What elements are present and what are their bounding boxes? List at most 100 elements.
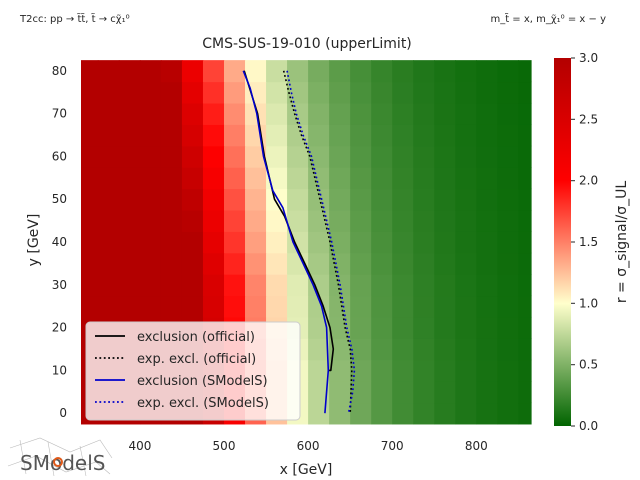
heatmap-cell [287, 60, 309, 83]
heatmap-cell [518, 381, 532, 404]
heatmap-cell [518, 274, 532, 297]
heatmap-cell [518, 81, 532, 104]
heatmap-cell [371, 231, 393, 254]
heatmap-cell [476, 295, 498, 318]
heatmap-cell [202, 81, 225, 104]
heatmap-cell [329, 231, 351, 254]
heatmap-cell [455, 167, 477, 190]
heatmap-cell [371, 81, 393, 104]
heatmap-cell [329, 316, 351, 339]
heatmap-cell [202, 231, 225, 254]
heatmap-cell [413, 252, 435, 275]
heatmap-cell [266, 252, 288, 275]
curve-exclusion-smodels [242, 70, 330, 414]
heatmap-cell [350, 231, 372, 254]
heatmap-cell [392, 252, 414, 275]
heatmap-cell [160, 209, 183, 232]
heatmap-cell [476, 252, 498, 275]
heatmap-cell [139, 124, 162, 147]
heatmap-cell [497, 209, 519, 232]
heatmap-cell [329, 381, 351, 404]
heatmap-cell [434, 338, 456, 361]
heatmap-cell [476, 167, 498, 190]
heatmap-cell [160, 60, 183, 83]
colorbar [554, 58, 571, 426]
heatmap-cell [497, 252, 519, 275]
heatmap-cell [497, 124, 519, 147]
heatmap-cell [266, 60, 288, 83]
heatmap-cell [329, 81, 351, 104]
heatmap-cell [202, 209, 225, 232]
heatmap-cell [350, 338, 372, 361]
heatmap-cell [202, 102, 225, 125]
heatmap-cell [139, 252, 162, 275]
heatmap-cell [434, 145, 456, 168]
heatmap-cell [202, 295, 225, 318]
heatmap-cell [497, 316, 519, 339]
heatmap-cell [118, 81, 141, 104]
heatmap-cell [413, 124, 435, 147]
heatmap-cell [371, 60, 393, 83]
heatmap-cell [350, 274, 372, 297]
heatmap-cell [476, 338, 498, 361]
top-left-note: T2cc: pp → t̃t̃, t̃ → cχ̃₁⁰ [19, 12, 130, 25]
heatmap-cell [81, 188, 99, 211]
heatmap-cell [455, 124, 477, 147]
heatmap-cell [266, 145, 288, 168]
heatmap-cell [371, 124, 393, 147]
heatmap-cell [181, 274, 204, 297]
curve-exp-excl-smodels [286, 70, 356, 414]
heatmap-cell [497, 102, 519, 125]
heatmap-cell [413, 402, 435, 425]
heatmap-cell [181, 145, 204, 168]
heatmap-cell [223, 145, 246, 168]
heatmap-cell [139, 209, 162, 232]
heatmap-cell [497, 359, 519, 382]
heatmap-cell [245, 274, 267, 297]
heatmap-cell [455, 145, 477, 168]
heatmap-cell [202, 252, 225, 275]
heatmap-cell [350, 188, 372, 211]
heatmap-cell [476, 402, 498, 425]
heatmap-cell [455, 274, 477, 297]
heatmap-cell [160, 188, 183, 211]
heatmap-cell [81, 102, 99, 125]
heatmap-cell [413, 209, 435, 232]
heatmap-cell [118, 274, 141, 297]
heatmap-cell [497, 60, 519, 83]
heatmap-cell [371, 316, 393, 339]
y-tick-label: 10 [52, 363, 67, 377]
heatmap-cell [350, 295, 372, 318]
heatmap-cell [266, 209, 288, 232]
heatmap-cell [266, 295, 288, 318]
heatmap-cell [518, 231, 532, 254]
heatmap-cell [308, 252, 330, 275]
heatmap-cell [223, 295, 246, 318]
heatmap-cell [97, 60, 120, 83]
heatmap-cell [139, 60, 162, 83]
heatmap-cell [118, 209, 141, 232]
heatmap-cell [497, 145, 519, 168]
heatmap-cell [518, 295, 532, 318]
heatmap-cell [81, 81, 99, 104]
heatmap-cell [308, 102, 330, 125]
heatmap-cell [497, 81, 519, 104]
heatmap-cell [392, 316, 414, 339]
heatmap-cell [308, 145, 330, 168]
heatmap-cell [392, 338, 414, 361]
colorbar-label: r = σ_signal/σ_UL [614, 181, 630, 304]
x-axis-label: x [GeV] [280, 462, 333, 478]
heatmap-cell [97, 102, 120, 125]
heatmap-cell [308, 124, 330, 147]
heatmap-cell [97, 188, 120, 211]
heatmap-cell [139, 295, 162, 318]
heatmap-cell [371, 167, 393, 190]
heatmap-cell [81, 145, 99, 168]
heatmap-cell [392, 188, 414, 211]
heatmap-cell [81, 252, 99, 275]
heatmap-cell [455, 295, 477, 318]
heatmap-cell [329, 402, 351, 425]
heatmap-cell [518, 402, 532, 425]
heatmap-cell [139, 102, 162, 125]
heatmap-cell [329, 209, 351, 232]
